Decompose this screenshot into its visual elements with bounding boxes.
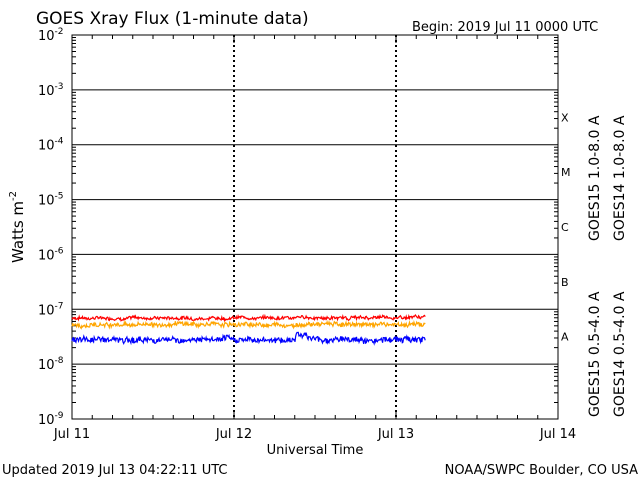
chart-title: GOES Xray Flux (1-minute data) — [36, 9, 309, 29]
y-tick-label: 10-4 — [38, 137, 64, 154]
x-tick-label: Jul 14 — [539, 427, 576, 442]
source-credit: NOAA/SWPC Boulder, CO USA — [445, 463, 638, 478]
x-tick-label: Jul 12 — [215, 427, 252, 442]
series-line — [71, 319, 426, 330]
legend-goes15-short: GOES15 0.5-4.0 A — [587, 291, 603, 417]
flare-class-label: A — [561, 331, 569, 344]
y-tick-label: 10-5 — [38, 192, 64, 209]
y-tick-label: 10-9 — [38, 411, 64, 428]
updated-timestamp: Updated 2019 Jul 13 04:22:11 UTC — [2, 463, 227, 478]
series-line — [71, 331, 426, 346]
x-tick-label: Jul 13 — [377, 427, 414, 442]
series-group — [71, 313, 426, 346]
x-tick-labels: Jul 11 Jul 12 Jul 13 Jul 14 — [53, 427, 576, 442]
y-axis-title: Watts m-2 — [8, 191, 27, 263]
x-axis-title: Universal Time — [267, 443, 364, 458]
series-line — [71, 313, 426, 323]
y-tick-label: 10-2 — [38, 27, 64, 44]
flare-class-label: M — [561, 166, 571, 179]
axis-ticks — [71, 35, 559, 419]
flare-class-label: B — [561, 276, 569, 289]
legend-goes14-short: GOES14 0.5-4.0 A — [612, 291, 628, 417]
y-tick-label: 10-3 — [38, 82, 64, 99]
plot-grid — [72, 35, 558, 419]
legend-goes15-long: GOES15 1.0-8.0 A — [587, 115, 603, 241]
y-tick-label: 10-8 — [38, 356, 64, 373]
flare-class-labels: X M C B A — [561, 111, 571, 343]
begin-date-label: Begin: 2019 Jul 11 0000 UTC — [412, 20, 598, 35]
y-tick-label: 10-7 — [38, 301, 64, 318]
flare-class-label: X — [561, 111, 569, 124]
x-tick-label: Jul 11 — [53, 427, 90, 442]
flare-class-label: C — [561, 221, 569, 234]
legend-goes14-long: GOES14 1.0-8.0 A — [612, 115, 628, 241]
plot-frame — [71, 34, 559, 420]
y-tick-labels: 10-2 10-3 10-4 10-5 10-6 10-7 10-8 10-9 — [38, 27, 64, 428]
y-tick-label: 10-6 — [38, 246, 64, 263]
